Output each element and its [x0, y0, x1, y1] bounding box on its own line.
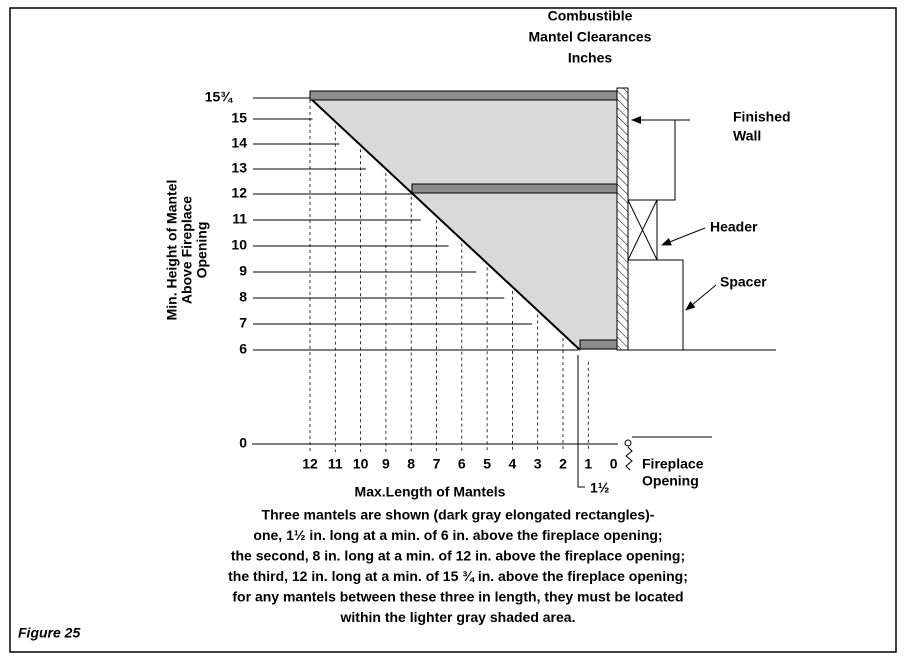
callout: Wall [733, 128, 761, 144]
x-label: 9 [382, 456, 390, 472]
frame [9, 7, 897, 653]
caption-line: within the lighter gray shaded area. [340, 609, 576, 625]
y-label: 13 [231, 160, 247, 176]
small-mantel-bracket [577, 355, 585, 488]
x-label: 2 [559, 456, 567, 472]
spacer-box [627, 259, 684, 351]
x-label: 5 [483, 456, 491, 472]
title-line: Mantel Clearances [529, 29, 652, 45]
x-label: 10 [353, 456, 369, 472]
clearance-diagonal [309, 97, 581, 351]
y-axis-label: Opening [194, 222, 210, 279]
caption-line: the third, 12 in. long at a min. of 15 ¾… [228, 568, 688, 584]
arrow-spacer [685, 284, 717, 311]
mantel-12in [309, 90, 618, 101]
x-label: 3 [534, 456, 542, 472]
callout: Opening [642, 473, 699, 489]
wall-outline [657, 120, 676, 201]
x-label: 6 [458, 456, 466, 472]
title-line: Inches [568, 50, 613, 66]
y-label: 6 [239, 341, 247, 357]
y-label: 12 [231, 185, 247, 201]
mantel-1-5in [579, 339, 618, 350]
arrow-header [661, 227, 706, 246]
x-label: 11 [328, 456, 343, 472]
caption-line: for any mantels between these three in l… [232, 589, 683, 605]
break-symbol [625, 446, 633, 471]
allowed-area [310, 98, 617, 350]
callout: Fireplace [642, 456, 704, 472]
figure-label: Figure 25 [18, 625, 80, 641]
wall [616, 87, 629, 351]
caption-line: Three mantels are shown (dark gray elong… [262, 507, 655, 523]
y-label: 11 [232, 211, 247, 227]
x-label: 8 [407, 456, 415, 472]
guide-lines [253, 97, 589, 452]
caption-line: one, 1½ in. long at a min. of 6 in. abov… [253, 527, 662, 543]
x-label: 12 [302, 456, 318, 472]
x-label: 1 [584, 456, 592, 472]
y-label: 0 [239, 435, 247, 451]
y-label: 9 [239, 263, 247, 279]
callout: Header [710, 219, 758, 235]
y-label: 7 [239, 315, 247, 331]
y-label: 8 [239, 289, 247, 305]
y-label: 15¾ [205, 89, 234, 105]
y-label: 14 [231, 135, 247, 151]
x-label: 7 [433, 456, 441, 472]
y-axis-label: Min. Height of Mantel [164, 180, 180, 321]
header-x [627, 199, 658, 261]
mantel-8in [411, 183, 618, 194]
caption-line: the second, 8 in. long at a min. of 12 i… [231, 548, 685, 564]
opening-marker [624, 439, 632, 447]
y-label: 10 [231, 237, 247, 253]
x-label: 4 [509, 456, 517, 472]
callout: Spacer [720, 274, 767, 290]
y-label: 15 [231, 110, 247, 126]
x-axis-label: Max.Length of Mantels [355, 484, 506, 500]
title-line: Combustible [548, 8, 633, 24]
y-axis-label: Above Fireplace [179, 196, 195, 304]
x-label: 0 [610, 456, 618, 472]
small-mantel-label: 1½ [590, 480, 610, 496]
callout: Finished [733, 109, 791, 125]
